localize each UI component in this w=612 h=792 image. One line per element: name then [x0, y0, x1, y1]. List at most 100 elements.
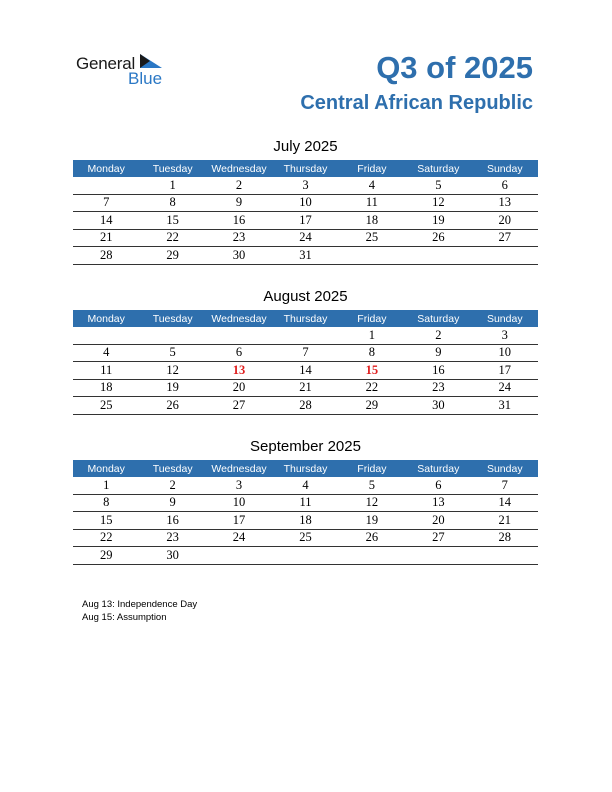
day-cell: 9: [405, 344, 472, 362]
month-title: July 2025: [273, 138, 338, 155]
weekday-header: Thursday: [272, 460, 339, 477]
week-row: 4 5 6 7 8 9 10: [73, 344, 538, 362]
empty-day-cell: [338, 246, 406, 265]
day-cell: 2: [405, 327, 472, 345]
day-cell: 19: [338, 511, 406, 530]
day-cell: 2: [139, 477, 206, 495]
day-cell: 18: [338, 211, 406, 230]
day-cell: 6: [471, 177, 538, 195]
weekday-header: Sunday: [471, 460, 538, 477]
weekday-header: Friday: [338, 310, 406, 327]
empty-day-cell: [272, 546, 339, 565]
month-calendar: July 2025 Monday Tuesday Wednesday Thursday F…: [73, 136, 538, 265]
day-cell: 20: [405, 511, 472, 530]
day-cell: 15: [73, 511, 140, 530]
day-cell: 20: [205, 379, 273, 397]
month-calendar: August 2025 Monday Tuesday Wednesday Thursda…: [73, 286, 538, 415]
empty-day-cell: [139, 327, 206, 345]
logo-triangle-icon: [140, 54, 162, 68]
day-cell: 9: [205, 194, 273, 212]
day-cell: 1: [338, 327, 406, 345]
logo: General Blue: [76, 52, 176, 88]
day-cell: 31: [471, 396, 538, 415]
day-cell: 1: [139, 177, 206, 195]
day-cell: 11: [272, 494, 339, 512]
logo-word-general: General: [76, 54, 136, 73]
holiday-note: Aug 15: Assumption: [82, 612, 167, 623]
day-cell: 25: [272, 529, 339, 547]
day-cell: 10: [272, 194, 339, 212]
day-cell: 22: [139, 229, 206, 247]
day-cell: 14: [471, 494, 538, 512]
weekday-header: Sunday: [471, 310, 538, 327]
day-cell: 21: [471, 511, 538, 530]
weekday-header: Saturday: [405, 460, 472, 477]
calendar-grid: Monday Tuesday Wednesday Thursday Friday Satu…: [73, 160, 538, 265]
day-cell: 30: [139, 546, 206, 565]
empty-day-cell: [205, 327, 273, 345]
day-cell: 4: [73, 344, 140, 362]
week-row: 14 15 16 17 18 19 20: [73, 211, 538, 230]
month-calendar: September 2025 Monday Tuesday Wednesday Thur…: [73, 436, 538, 565]
day-cell: 28: [471, 529, 538, 547]
day-cell: 4: [338, 177, 406, 195]
day-cell: 24: [471, 379, 538, 397]
day-cell: 5: [405, 177, 472, 195]
month-title: September 2025: [250, 438, 361, 455]
day-cell: 6: [205, 344, 273, 362]
day-cell: 16: [405, 361, 472, 380]
empty-day-cell: [338, 546, 406, 565]
weekday-header: Friday: [338, 460, 406, 477]
day-cell: 2: [205, 177, 273, 195]
day-cell: 14: [272, 361, 339, 380]
empty-day-cell: [205, 546, 273, 565]
day-cell: 25: [73, 396, 140, 415]
page-title: Q3 of 2025: [376, 50, 533, 85]
weekday-header-row: Monday Tuesday Wednesday Thursday Friday Satu…: [73, 460, 538, 477]
calendar-grid: Monday Tuesday Wednesday Thursday Friday Satu…: [73, 460, 538, 565]
weekday-header: Monday: [73, 160, 140, 177]
empty-day-cell: [405, 546, 472, 565]
day-cell: 13: [471, 194, 538, 212]
day-cell: 22: [73, 529, 140, 547]
day-cell: 8: [73, 494, 140, 512]
day-cell: 27: [205, 396, 273, 415]
day-cell: 29: [139, 246, 206, 265]
day-cell: 19: [405, 211, 472, 230]
day-cell: 15: [338, 361, 406, 380]
page-subtitle: Central African Republic: [300, 92, 533, 114]
day-cell: 26: [338, 529, 406, 547]
weekday-header: Sunday: [471, 160, 538, 177]
weekday-header: Tuesday: [139, 460, 206, 477]
day-cell: 3: [471, 327, 538, 345]
day-cell: 7: [272, 344, 339, 362]
day-cell: 30: [405, 396, 472, 415]
day-cell: 6: [405, 477, 472, 495]
day-cell: 17: [471, 361, 538, 380]
day-cell: 11: [338, 194, 406, 212]
day-cell: 4: [272, 477, 339, 495]
holiday-notes: Aug 13: Independence Day Aug 15: Assumpt…: [82, 598, 197, 624]
week-row: 25 26 27 28 29 30 31: [73, 396, 538, 415]
day-cell: 19: [139, 379, 206, 397]
day-cell: 24: [272, 229, 339, 247]
empty-day-cell: [73, 327, 140, 345]
weekday-header: Saturday: [405, 160, 472, 177]
week-row: 11 12 13 14 15 16 17: [73, 361, 538, 380]
month-title: August 2025: [263, 288, 348, 305]
weekday-header: Wednesday: [205, 160, 273, 177]
day-cell: 12: [139, 361, 206, 380]
day-cell: 16: [205, 211, 273, 230]
week-row: 28 29 30 31: [73, 246, 538, 265]
day-cell: 23: [139, 529, 206, 547]
day-cell: 21: [272, 379, 339, 397]
day-cell: 31: [272, 246, 339, 265]
day-cell: 5: [338, 477, 406, 495]
day-cell: 18: [272, 511, 339, 530]
day-cell: 27: [471, 229, 538, 247]
day-cell: 10: [205, 494, 273, 512]
empty-day-cell: [272, 327, 339, 345]
week-row: 15 16 17 18 19 20 21: [73, 511, 538, 530]
empty-day-cell: [73, 177, 140, 195]
